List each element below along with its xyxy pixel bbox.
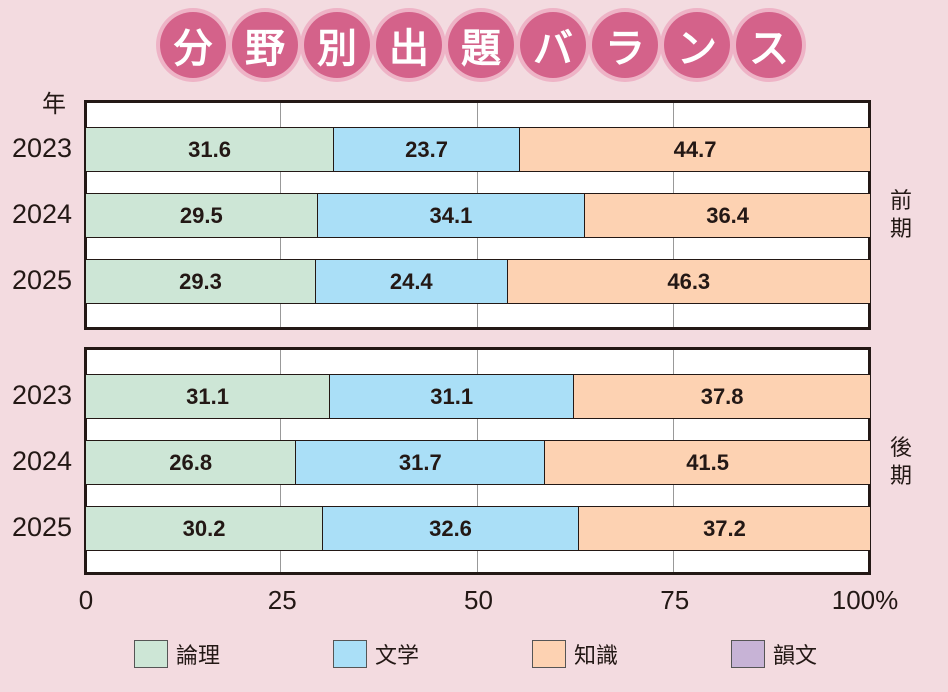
stacked-bar: 26.8 31.7 41.5	[86, 440, 871, 485]
data-label: 41.5	[686, 449, 730, 475]
title-char: 別	[304, 12, 370, 78]
bar-segment-文学: 31.7	[296, 441, 546, 484]
legend-label: 韻文	[773, 644, 818, 669]
data-label: 24.4	[389, 268, 433, 294]
legend-swatch	[134, 640, 168, 668]
stacked-bar: 30.2 32.6 37.2	[86, 506, 871, 551]
legend-label: 論理	[176, 644, 221, 669]
x-tick-label: 75	[660, 585, 690, 615]
bar-segment-知識: 41.5	[545, 441, 871, 484]
data-label: 30.2	[182, 515, 226, 541]
y-tick-label: 2024	[12, 199, 73, 229]
bar-segment-文学: 31.1	[330, 375, 575, 418]
chart-title: 分野別出題バランス	[160, 12, 802, 78]
legend-swatch	[731, 640, 765, 668]
title-char: 分	[160, 12, 226, 78]
data-label: 31.7	[398, 449, 442, 475]
bar-segment-文学: 24.4	[316, 260, 508, 303]
y-tick-label: 2025	[12, 265, 73, 295]
title-char: バ	[520, 12, 586, 78]
bar-segment-論理: 26.8	[86, 441, 297, 484]
y-tick-label: 2023	[12, 380, 73, 410]
title-char: 出	[376, 12, 442, 78]
bar-segment-論理: 29.3	[86, 260, 316, 303]
data-label: 31.6	[188, 136, 231, 162]
panel-label: 前期	[890, 189, 913, 242]
data-label: 29.5	[179, 202, 223, 228]
data-label: 37.8	[700, 383, 744, 409]
data-label: 32.6	[429, 515, 472, 541]
legend-swatch	[532, 640, 566, 668]
x-tick-label: 0	[78, 585, 94, 615]
data-label: 23.7	[405, 136, 448, 162]
title-char: 野	[232, 12, 298, 78]
title-char: ラ	[592, 12, 658, 78]
data-label: 31.1	[186, 383, 229, 409]
legend-item: 知識	[532, 638, 618, 670]
data-label: 46.3	[667, 268, 711, 294]
data-label: 29.3	[179, 268, 222, 294]
bar-segment-知識: 37.8	[574, 375, 871, 418]
stacked-bar: 29.3 24.4 46.3	[86, 259, 871, 304]
bar-segment-知識: 44.7	[520, 128, 871, 171]
bar-segment-論理: 30.2	[86, 507, 324, 550]
bar-segment-知識: 46.3	[507, 260, 871, 303]
y-tick-label: 2024	[12, 446, 73, 476]
title-char: ン	[664, 12, 730, 78]
x-tick-label: 25	[267, 585, 297, 615]
bar-segment-文学: 23.7	[334, 128, 521, 171]
data-label: 36.4	[706, 202, 750, 228]
bar-segment-文学: 32.6	[323, 507, 579, 550]
legend-label: 知識	[574, 644, 619, 669]
data-label: 37.2	[703, 515, 746, 541]
legend-item: 文学	[333, 638, 419, 670]
legend-label: 文学	[375, 644, 420, 669]
panel-label: 後期	[890, 436, 913, 489]
bar-segment-論理: 31.6	[86, 128, 335, 171]
data-label: 31.1	[430, 383, 474, 409]
bar-segment-論理: 29.5	[86, 194, 318, 237]
legend-item: 韻文	[731, 638, 817, 670]
data-label: 44.7	[673, 136, 717, 162]
bar-segment-知識: 36.4	[585, 194, 871, 237]
y-tick-label: 2023	[12, 133, 73, 163]
x-tick-label: 50	[464, 585, 493, 615]
bar-segment-知識: 37.2	[578, 507, 871, 550]
bar-segment-文学: 34.1	[317, 194, 586, 237]
stacked-bar: 29.5 34.1 36.4	[86, 193, 871, 238]
stacked-bar: 31.6 23.7 44.7	[86, 127, 871, 172]
y-axis-unit-label: 年	[42, 90, 66, 118]
x-tick-label: 100%	[831, 585, 899, 615]
y-tick-label: 2025	[12, 512, 73, 542]
title-char: 題	[448, 12, 514, 78]
stacked-bar: 31.1 31.1 37.8	[86, 374, 871, 419]
title-char: ス	[736, 12, 802, 78]
data-label: 34.1	[429, 202, 473, 228]
bar-segment-論理: 31.1	[86, 375, 331, 418]
legend-item: 論理	[134, 638, 220, 670]
legend-swatch	[333, 640, 367, 668]
data-label: 26.8	[169, 449, 213, 475]
